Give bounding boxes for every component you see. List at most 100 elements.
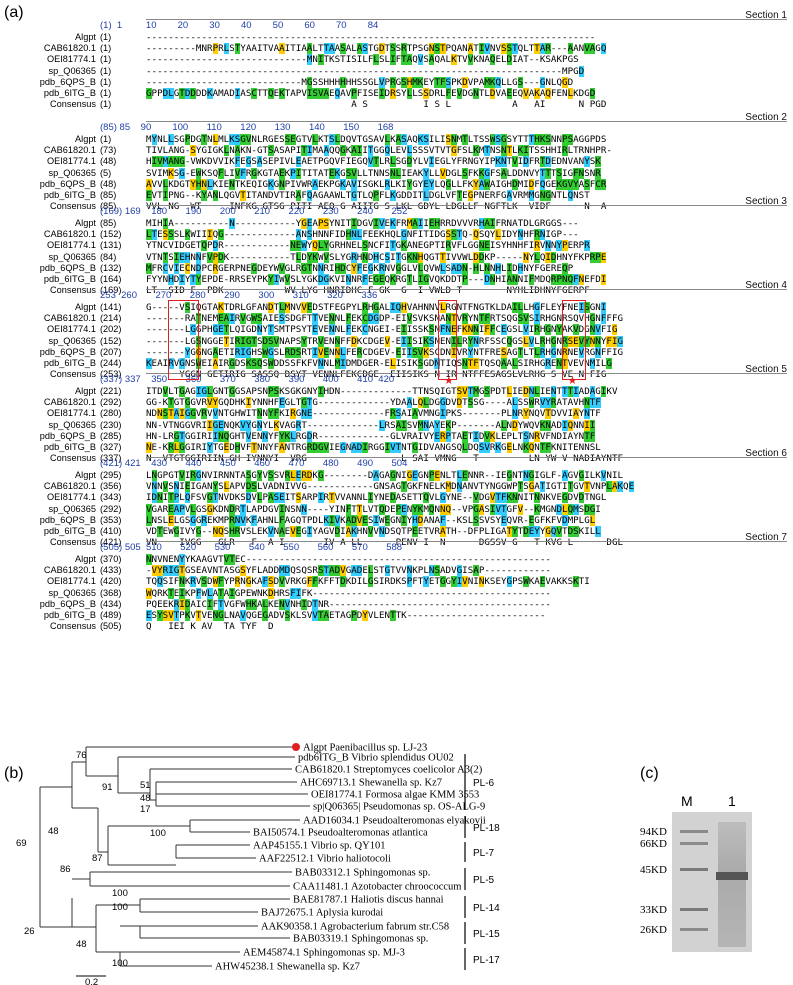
sequence-start-position: (410) <box>100 526 122 536</box>
sequence-residues: ESYSVTPKVTVENGLNAVQGEGADVSKLSVVTAETAGPDY… <box>146 610 546 621</box>
query-sequence-marker <box>292 743 300 751</box>
sequence-row: CAB61820.1 (73) TIVLANG-SYGIGKLNAKN-GTSASA… <box>0 145 793 157</box>
section-title: Section 2 <box>745 112 787 123</box>
bootstrap-value: 17 <box>140 804 151 815</box>
tree-tip-label: AAP45155.1 Vibrio sp. QY101 <box>253 841 385 852</box>
tree-tip-label: AAK90358.1 Agrobacterium fabrum str.C58 <box>261 922 449 933</box>
sequence-start-position: (164) <box>100 274 122 284</box>
sequence-name: pdb_6ITG_B <box>43 526 96 536</box>
marker-label-94: 94KD <box>640 826 667 838</box>
sequence-start-position: (337) <box>100 453 122 464</box>
sequence-start-position: (221) <box>100 386 122 396</box>
sequence-name: OEI81774.1 <box>46 576 96 587</box>
gel-sample-smear <box>718 822 746 947</box>
sequence-row: sp_Q06365 (368) WQRKTEIKPFWLATAIGPEWNKDHRS… <box>0 587 793 599</box>
sequence-residues: ITDVLTGAGIGLGNTGGSAPSNPSKSGKGNYIHDN-----… <box>146 386 618 397</box>
sequence-name: Consensus <box>50 369 96 380</box>
sequence-start-position: (292) <box>100 397 122 408</box>
family-label: PL-17 <box>473 955 500 966</box>
sequence-residues: VVL NG WT INFKG GTSG PITI AEQ G AIITG S … <box>146 201 607 213</box>
tree-tip-label: AAF22512.1 Vibrio haliotocoli <box>259 854 391 865</box>
sequence-start-position: (1) <box>100 32 112 42</box>
tree-tip-label: AHW45238.1 Shewanella sp. Kz7 <box>215 962 360 973</box>
sequence-start-position: (85) <box>100 218 117 228</box>
section-title: Section 6 <box>745 448 787 459</box>
sequence-row: pdb_6ITG_B (1) GPPDLGTDDDDKAMADIASCTTQEKTA… <box>0 88 793 99</box>
bootstrap-value: 76 <box>76 750 87 761</box>
bootstrap-value: 86 <box>60 864 71 875</box>
sequence-start-position: (420) <box>100 576 122 587</box>
sequence-residues: -VYRIGTGSEAVNTASGSYFLADDMDQSQSRSTADVGADE… <box>146 565 551 577</box>
gel-marker-band-45 <box>680 868 708 871</box>
sequence-start-position: (132) <box>100 262 122 273</box>
sequence-start-position: (202) <box>100 324 122 335</box>
sequence-name: sp_Q06365 <box>48 503 96 514</box>
sequence-row: CAB61820.1 (292) GG-KTGTGGVRVYGQDHKIYNNHFE… <box>0 397 793 409</box>
sequence-row: pdb_6ITG_B (410) VDTEWGIVYG--NQSHRVSLEKVNA… <box>0 526 793 537</box>
sequence-row: sp_Q06365 (230) NN-VTNGGVRIIGENQKVYGNYLKVA… <box>0 419 793 431</box>
sequence-row: pdb_6ITG_B (164) FYYNHDIYTYEPDE-RRSEYPKYIW… <box>0 274 793 285</box>
sequence-name: Algpt <box>75 554 96 564</box>
section-title: Section 5 <box>745 364 787 375</box>
sequence-name: sp_Q06365 <box>48 419 96 430</box>
sequence-name: sp_Q06365 <box>48 167 96 178</box>
sequence-start-position: (230) <box>100 419 122 430</box>
sds-page-gel <box>672 812 752 952</box>
sequence-start-position: (244) <box>100 358 122 368</box>
sequence-residues: SVIMKSG-EWKSQFLIVFRGKGTAEKPITITATEKGSVLL… <box>146 167 601 179</box>
position-ruler: (421) 421 430 440 450 460 470 480 490 50… <box>100 458 408 469</box>
sequence-start-position: (73) <box>100 145 117 156</box>
sequence-name: Algpt <box>75 134 96 144</box>
sequence-name: pdb_6QPS_B <box>39 430 96 441</box>
sequence-residues: TIVLANG-SYGIGKLNAKN-GTSASAPITIMAAQQGKAII… <box>146 145 612 157</box>
family-label: PL-7 <box>473 848 495 859</box>
sequence-residues: VTNTSIEHNNFVPDK-----------TLDYKWVSLYGRHN… <box>146 251 607 263</box>
sequence-start-position: (141) <box>100 302 122 312</box>
sequence-row: sp_Q06365 (5) SVIMKSG-EWKSQFLIVFRGKGTAEKPI… <box>0 167 793 179</box>
sequence-name: OEI81774.1 <box>46 240 96 251</box>
sequence-row: Algpt (1) MYNLLSGPDGTNLMLKSGVNLRGESSEGTVLK… <box>0 134 793 145</box>
section-title: Section 3 <box>745 196 787 207</box>
sequence-row: CAB61820.1 (356) VNNVSNIEIGANYSLAPVDSLVADN… <box>0 481 793 493</box>
sequence-name: Consensus <box>50 285 96 296</box>
sequence-name: Algpt <box>75 386 96 396</box>
sequence-name: pdb_6QPS_B <box>39 346 96 357</box>
tree-tip-label: AHC69713.1 Shewanella sp. Kz7 <box>300 778 442 789</box>
sequence-name: sp_Q06365 <box>48 587 96 598</box>
sequence-start-position: (327) <box>100 442 122 452</box>
sequence-start-position: (285) <box>100 430 122 441</box>
sequence-name: OEI81774.1 <box>46 54 96 65</box>
sequence-residues: IDNITPLQFSVGTNVDKSDVLPASEITSARPIRTVVANNL… <box>146 492 607 504</box>
sequence-residues: TQQSIFNKRVSDWFYPRNGKAFSDVVRKGFFKFFTDKDIL… <box>146 576 590 588</box>
tree-tip-label: BAB03319.1 Sphingomonas sp. <box>293 934 428 945</box>
sequence-residues: PQEEKRIDAICIFTVGFWHKALKENVNHIDTNR-------… <box>146 598 551 610</box>
sequence-name: sp_Q06365 <box>48 335 96 346</box>
consensus-row: Consensus (421) VN IVGG GLR F A I IV A LL … <box>0 537 793 548</box>
consensus-row: Consensus (253) YGGN GETIRIG SASSQ DSYT V… <box>0 369 793 380</box>
sequence-name: Consensus <box>50 453 96 464</box>
sequence-start-position: (5) <box>100 167 112 178</box>
sequence-name: CAB61820.1 <box>43 229 96 240</box>
sequence-row: OEI81774.1 (420) TQQSIFNKRVSDWFYPRNGKAFSDV… <box>0 576 793 588</box>
family-label: PL-5 <box>473 875 495 886</box>
gel-sample-main-band <box>716 872 748 880</box>
sequence-row: Algpt (370) NNVNENYYKAAGVTVTEC------------… <box>0 554 793 565</box>
sequence-row: Algpt (141) G-----VSIQGTAKTDRLGFANDTLMNVVE… <box>0 302 793 313</box>
tree-tip-label: BAE81787.1 Haliotis discus hannai <box>293 895 444 906</box>
sequence-name: Consensus <box>50 99 96 110</box>
sequence-name: Consensus <box>50 621 96 632</box>
catalytic-motif-box <box>561 300 587 381</box>
sequence-row: pdb_6QPS_B (48) AVVLKDGTYHNLKIENTKEQIGKGNP… <box>0 178 793 190</box>
sequence-row: OEI81774.1 (131) YTNCVIDGETQPDR-----------… <box>0 240 793 252</box>
sequence-residues: LTESSSLKWIIIQG-------------ANSHNNFIDHNLF… <box>146 229 579 241</box>
sequence-name: pdb_6ITG_B <box>43 610 96 620</box>
sequence-residues: HIVMANG-VWKDVVIKFEGSASEPIVLEAETPGQVFIEGQ… <box>146 156 601 168</box>
bootstrap-value: 48 <box>76 939 87 950</box>
sequence-name: pdb_6ITG_B <box>43 274 96 284</box>
gel-marker-band-94 <box>680 830 708 833</box>
marker-label-26: 26KD <box>640 924 667 936</box>
sequence-residues: NNVNENYYKAAGVTVTEC----------------------… <box>146 554 551 565</box>
gel-lane-sample-label: 1 <box>728 793 736 809</box>
tree-tip-label: BAI50574.1 Pseudoalteromonas atlantica <box>253 828 428 839</box>
sequence-start-position: (131) <box>100 240 122 251</box>
